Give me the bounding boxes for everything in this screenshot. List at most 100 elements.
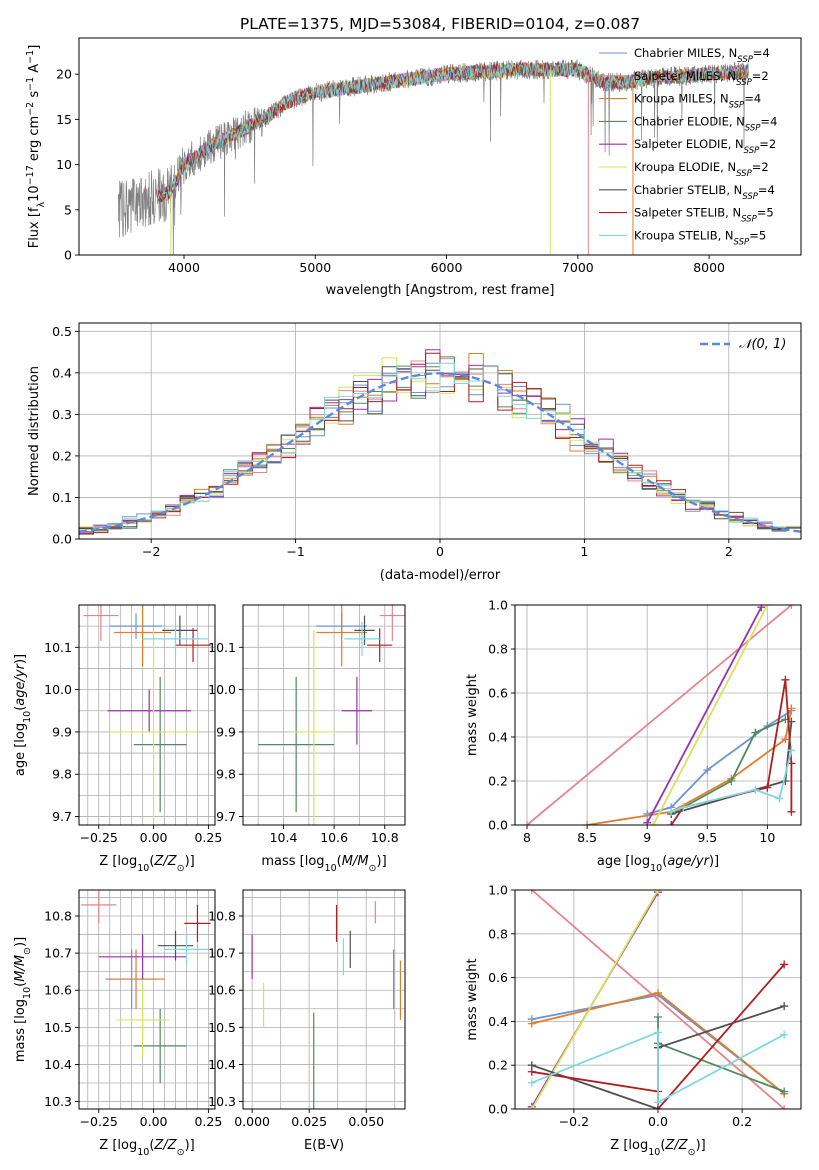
weight-point-marker <box>527 1105 536 1109</box>
mass-weight-vs-age-panel: 8 8.5 9 9.5 10 0.0 0.2 0.4 0.6 0.8 1.0 age [log10(a… <box>465 598 802 874</box>
errorbar-point <box>258 676 335 813</box>
x-tick-label: 6000 <box>431 260 463 275</box>
x-tick-label: 0.2 <box>732 1114 752 1129</box>
gaussian-reference-curve <box>79 372 801 533</box>
y-tick-label: 9.9 <box>216 724 236 739</box>
weight-point-marker <box>751 728 760 737</box>
x-tick-label: 7000 <box>562 260 594 275</box>
weight-point-marker <box>787 605 796 609</box>
weight-point-marker <box>654 1028 662 1037</box>
weight-series-line <box>670 718 786 815</box>
y-tick-label: 10.8 <box>44 908 72 923</box>
weight-point-marker <box>654 1013 662 1022</box>
y-tick-label: 1.0 <box>488 883 508 898</box>
y-tick-label: 0.6 <box>488 686 508 701</box>
x-tick-label: 2 <box>725 544 733 559</box>
plot-area <box>79 890 215 1109</box>
axis-labels: 0.000 0.025 0.050 10.3 10.4 10.5 10.6 10.7 10.8 E… <box>208 908 384 1153</box>
weight-point-marker <box>775 794 784 803</box>
y-tick-label: 10.8 <box>208 908 236 923</box>
x-tick-label: 10.4 <box>270 830 298 845</box>
grid <box>243 890 405 1109</box>
legend-entry: Salpeter MILES, NSSP=2 <box>634 69 769 88</box>
mass-weight-vs-metallicity-panel: −0.2 0.0 0.2 0.0 0.2 0.4 0.6 0.8 1.0 Z [log10(Z/Z… <box>465 883 802 1158</box>
y-tick-label: 15 <box>56 112 72 127</box>
y-tick-label: 10.0 <box>208 682 236 697</box>
axes-frame <box>242 889 406 1110</box>
y-tick-label: 10.4 <box>44 1057 72 1072</box>
weight-point-marker <box>757 605 766 612</box>
legend-model-name: Chabrier MILES <box>634 46 721 60</box>
y-tick-label: 0.2 <box>488 1058 508 1073</box>
axis-labels: 4000 5000 6000 7000 8000 0 5 10 15 20 wavelength [… <box>25 45 726 298</box>
x-tick-label: 5000 <box>299 260 331 275</box>
y-axis-label: mass weight <box>465 958 480 1040</box>
legend-entry: 𝒩(0, 1) <box>739 337 786 352</box>
y-tick-label: 0.8 <box>488 642 508 657</box>
legend-nssp: 4 <box>768 183 775 197</box>
axis-labels: −0.2 0.0 0.2 0.0 0.2 0.4 0.6 0.8 1.0 Z [log10(Z/Z… <box>465 883 752 1158</box>
errorbar-point <box>116 982 169 1058</box>
y-tick-label: 9.9 <box>52 724 72 739</box>
weight-point-marker <box>763 605 772 609</box>
legend-nssp: 4 <box>770 114 777 128</box>
x-axis-label: Z [log10(Z/Z⊙)] <box>610 1138 705 1158</box>
legend-model-name: Salpeter MILES <box>634 69 720 83</box>
legend-nssp: 4 <box>763 46 770 60</box>
grid <box>79 890 215 1109</box>
weight-point-marker <box>780 1002 789 1011</box>
y-tick-label: 0.2 <box>488 774 508 789</box>
weight-series-line <box>646 606 763 824</box>
errorbar-point <box>367 628 393 663</box>
weight-point-marker <box>780 1030 789 1039</box>
errorbar-point <box>107 689 191 732</box>
x-tick-label: −1 <box>286 544 304 559</box>
residual-histogram <box>79 353 801 533</box>
axes-frame <box>78 322 802 540</box>
y-tick-label: 10.3 <box>208 1094 236 1109</box>
weight-series-line <box>670 679 793 825</box>
weight-point-marker <box>781 735 790 744</box>
y-tick-label: 0.4 <box>488 1014 508 1029</box>
legend: 𝒩(0, 1) <box>700 337 786 352</box>
weight-point-marker <box>781 675 790 684</box>
residual-histogram <box>79 352 801 536</box>
errorbar-point <box>83 605 119 641</box>
mass-vs-metallicity-panel: −0.25 0.00 0.25 10.3 10.4 10.5 10.6 10.7 10.8 Z [… <box>13 889 222 1158</box>
marks <box>251 901 402 1109</box>
y-tick-label: 10.7 <box>44 946 72 961</box>
marks <box>118 59 749 255</box>
residual-histogram <box>79 366 801 533</box>
y-tick-label: 0.1 <box>52 490 72 505</box>
errorbar-point <box>109 613 163 639</box>
y-tick-label: 9.7 <box>216 809 236 824</box>
y-tick-label: 10.0 <box>44 682 72 697</box>
y-tick-label: 10 <box>56 157 72 172</box>
weight-point-marker <box>643 810 652 818</box>
y-tick-label: 0 <box>64 248 72 263</box>
errorbar-point <box>354 615 375 646</box>
y-tick-label: 0.2 <box>52 448 72 463</box>
x-tick-label: 10.8 <box>371 830 399 845</box>
y-tick-label: 10.6 <box>208 983 236 998</box>
y-tick-label: 10.1 <box>44 640 72 655</box>
weight-point-marker <box>527 890 536 894</box>
legend-model-name: Salpeter ELODIE <box>634 137 728 151</box>
model-spectrum <box>157 61 749 202</box>
y-tick-label: 0.0 <box>488 818 508 833</box>
axis-labels: 10.4 10.6 10.8 9.7 9.8 9.9 10.0 10.1 mass [log10… <box>208 640 399 874</box>
weight-point-marker <box>780 1087 789 1096</box>
y-axis-label: age [log10(age/yr)] <box>13 654 33 776</box>
legend-nssp: 2 <box>761 160 768 174</box>
errorbar-point <box>162 615 198 646</box>
weight-point-marker <box>667 807 676 816</box>
x-axis-label: mass [log10(M/M⊙)] <box>261 854 386 874</box>
y-tick-label: 0.4 <box>52 365 72 380</box>
axes-frame <box>78 604 216 826</box>
axes-frame <box>78 37 802 256</box>
weight-point-marker <box>727 777 736 785</box>
errorbar-point <box>98 934 187 980</box>
x-tick-label: 0.00 <box>140 1114 168 1129</box>
x-axis-label: Z [log10(Z/Z⊙)] <box>99 854 194 874</box>
legend-nssp: 2 <box>769 137 776 151</box>
